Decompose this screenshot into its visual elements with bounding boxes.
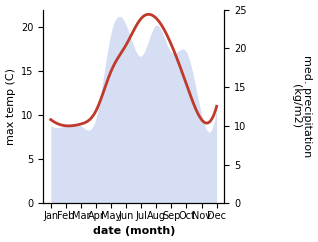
Y-axis label: med. precipitation
(kg/m2): med. precipitation (kg/m2) — [291, 55, 313, 158]
X-axis label: date (month): date (month) — [93, 227, 175, 236]
Y-axis label: max temp (C): max temp (C) — [5, 68, 16, 145]
